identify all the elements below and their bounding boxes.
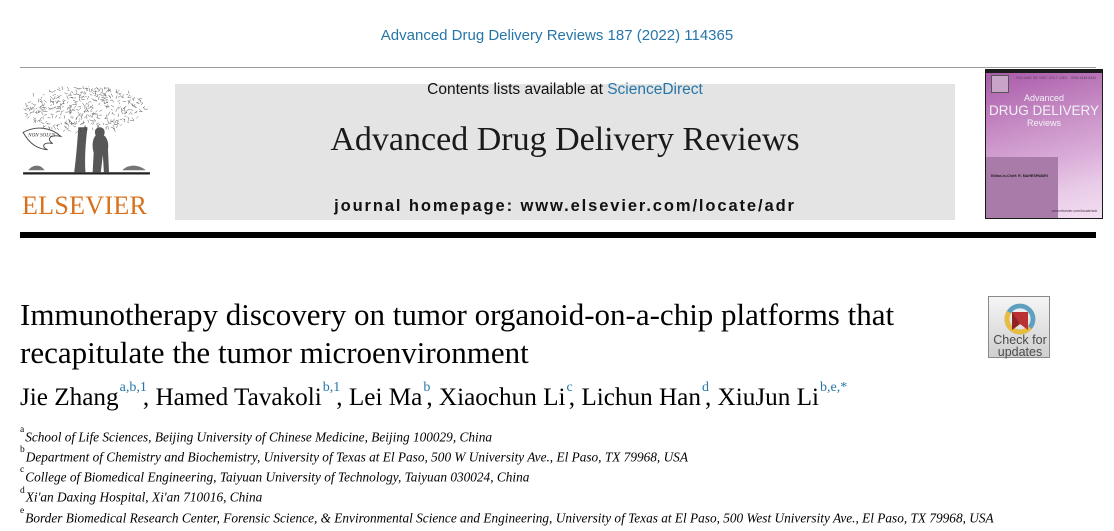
- svg-text:NON SOLUS: NON SOLUS: [27, 132, 56, 138]
- svg-text:updates: updates: [998, 345, 1042, 359]
